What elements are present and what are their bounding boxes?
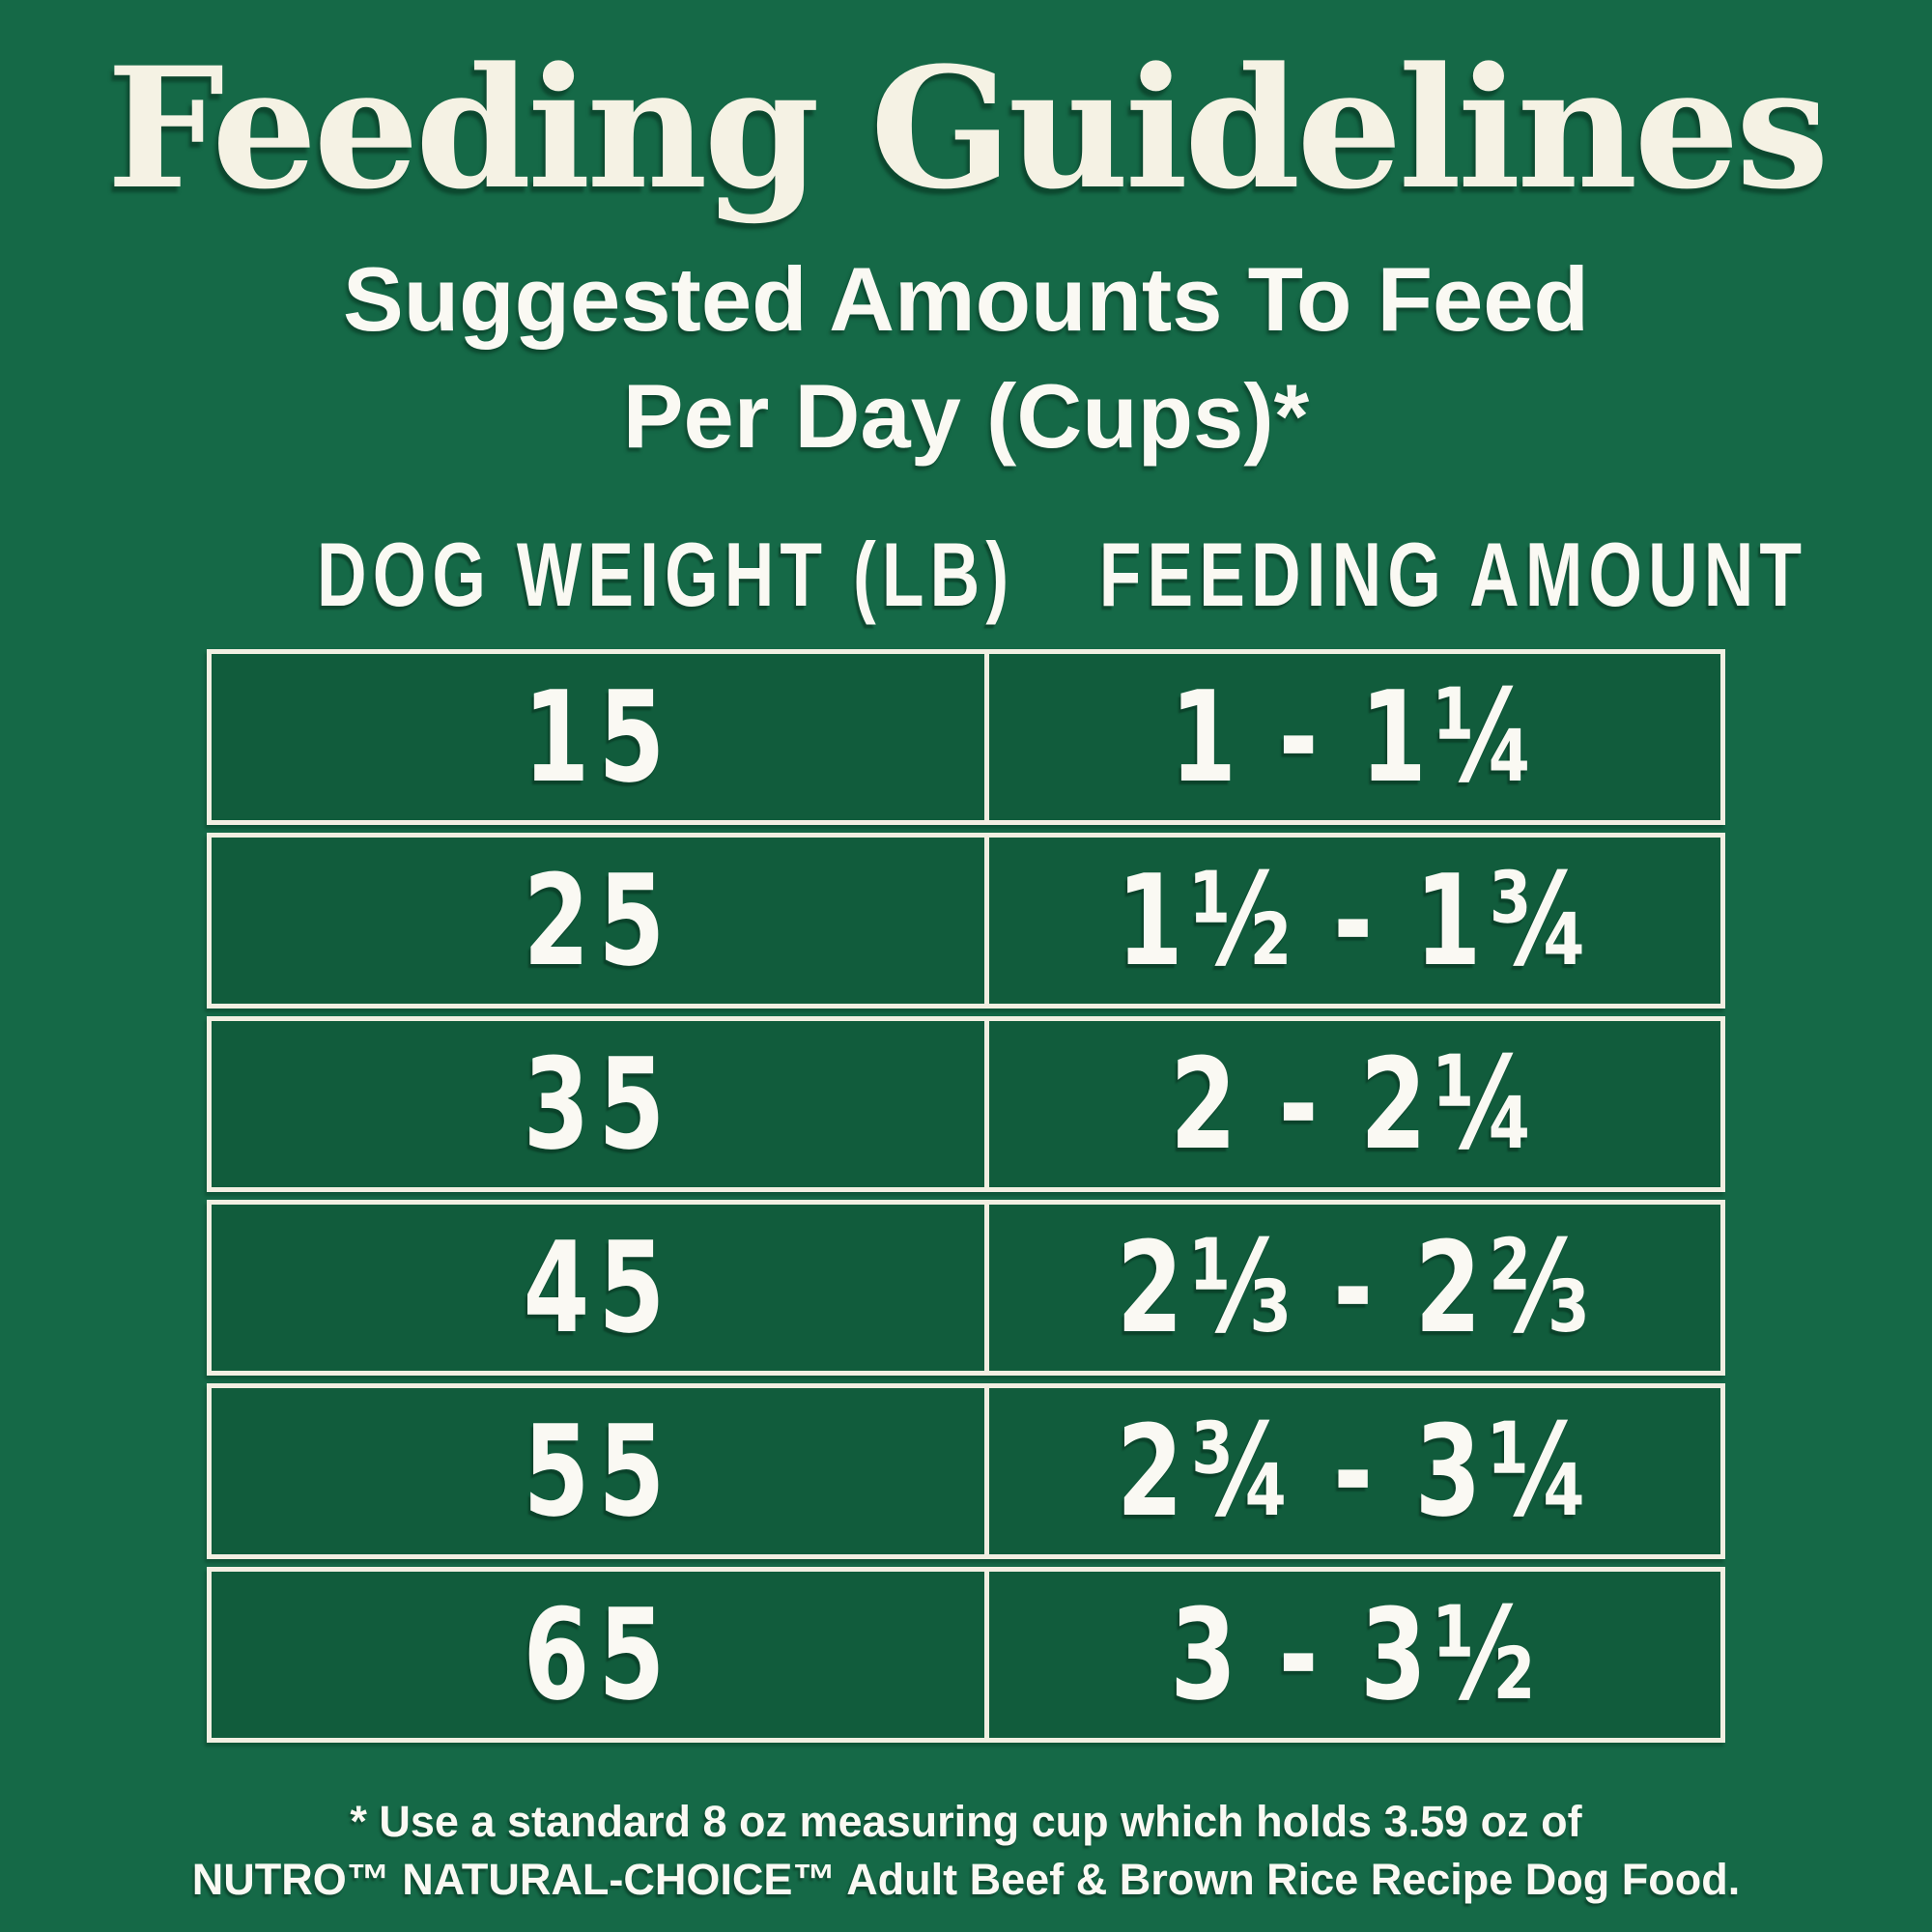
feeding-table: 15 1 - 1¼ 25 1½ - 1¾ 35 2 - 2¼ 45 [207, 649, 1725, 1744]
dog-weight-value: 55 [523, 1398, 674, 1546]
column-header-feeding-amount: FEEDING AMOUNT [987, 525, 1802, 625]
table-row: 25 1½ - 1¾ [207, 833, 1725, 1009]
page-subtitle: Suggested Amounts To Feed Per Day (Cups)… [0, 242, 1932, 474]
table-row: 65 3 - 3½ [207, 1567, 1725, 1744]
subtitle-line-1: Suggested Amounts To Feed [343, 248, 1589, 351]
dog-weight-cell: 45 [212, 1205, 984, 1371]
footnote-line-2: NUTRO™ NATURAL-CHOICE™ Adult Beef & Brow… [191, 1854, 1741, 1904]
feeding-amount-value: 1 - 1¼ [1170, 663, 1540, 812]
feeding-amount-cell: 2 - 2¼ [984, 1021, 1720, 1188]
footnote-line-1: * Use a standard 8 oz measuring cup whic… [350, 1797, 1582, 1847]
dog-weight-cell: 15 [212, 654, 984, 820]
page-title: Feeding Guidelines [106, 30, 1829, 226]
dog-weight-cell: 35 [212, 1021, 984, 1187]
feeding-amount-value: 2⅓ - 2⅔ [1116, 1213, 1594, 1363]
dog-weight-cell: 65 [212, 1572, 984, 1738]
feeding-amount-value: 2¾ - 3¼ [1116, 1397, 1594, 1547]
column-header-dog-weight-label: DOG WEIGHT (LB) [317, 523, 1015, 625]
dog-weight-value: 15 [523, 664, 674, 811]
feeding-amount-value: 3 - 3½ [1170, 1580, 1540, 1730]
dog-weight-cell: 25 [212, 838, 984, 1004]
dog-weight-value: 65 [523, 1581, 674, 1729]
table-row: 35 2 - 2¼ [207, 1016, 1725, 1193]
table-row: 55 2¾ - 3¼ [207, 1383, 1725, 1560]
column-header-feeding-amount-label: FEEDING AMOUNT [1098, 523, 1808, 625]
column-header-dog-weight: DOG WEIGHT (LB) [207, 525, 1009, 625]
feeding-amount-value: 1½ - 1¾ [1116, 846, 1594, 996]
feeding-amount-cell: 1½ - 1¾ [984, 838, 1720, 1005]
feeding-amount-cell: 3 - 3½ [984, 1572, 1720, 1739]
dog-weight-value: 45 [523, 1214, 674, 1362]
table-column-headers: DOG WEIGHT (LB) FEEDING AMOUNT [207, 525, 1802, 625]
footnote: * Use a standard 8 oz measuring cup whic… [0, 1793, 1932, 1908]
feeding-amount-cell: 2¾ - 3¼ [984, 1388, 1720, 1555]
dog-weight-cell: 55 [212, 1388, 984, 1554]
feeding-amount-value: 2 - 2¼ [1170, 1030, 1540, 1179]
dog-weight-value: 35 [523, 1031, 674, 1179]
table-row: 45 2⅓ - 2⅔ [207, 1200, 1725, 1377]
subtitle-line-2: Per Day (Cups)* [622, 364, 1310, 467]
feeding-amount-cell: 1 - 1¼ [984, 654, 1720, 821]
dog-weight-value: 25 [523, 847, 674, 995]
table-row: 15 1 - 1¼ [207, 649, 1725, 826]
feeding-amount-cell: 2⅓ - 2⅔ [984, 1205, 1720, 1372]
